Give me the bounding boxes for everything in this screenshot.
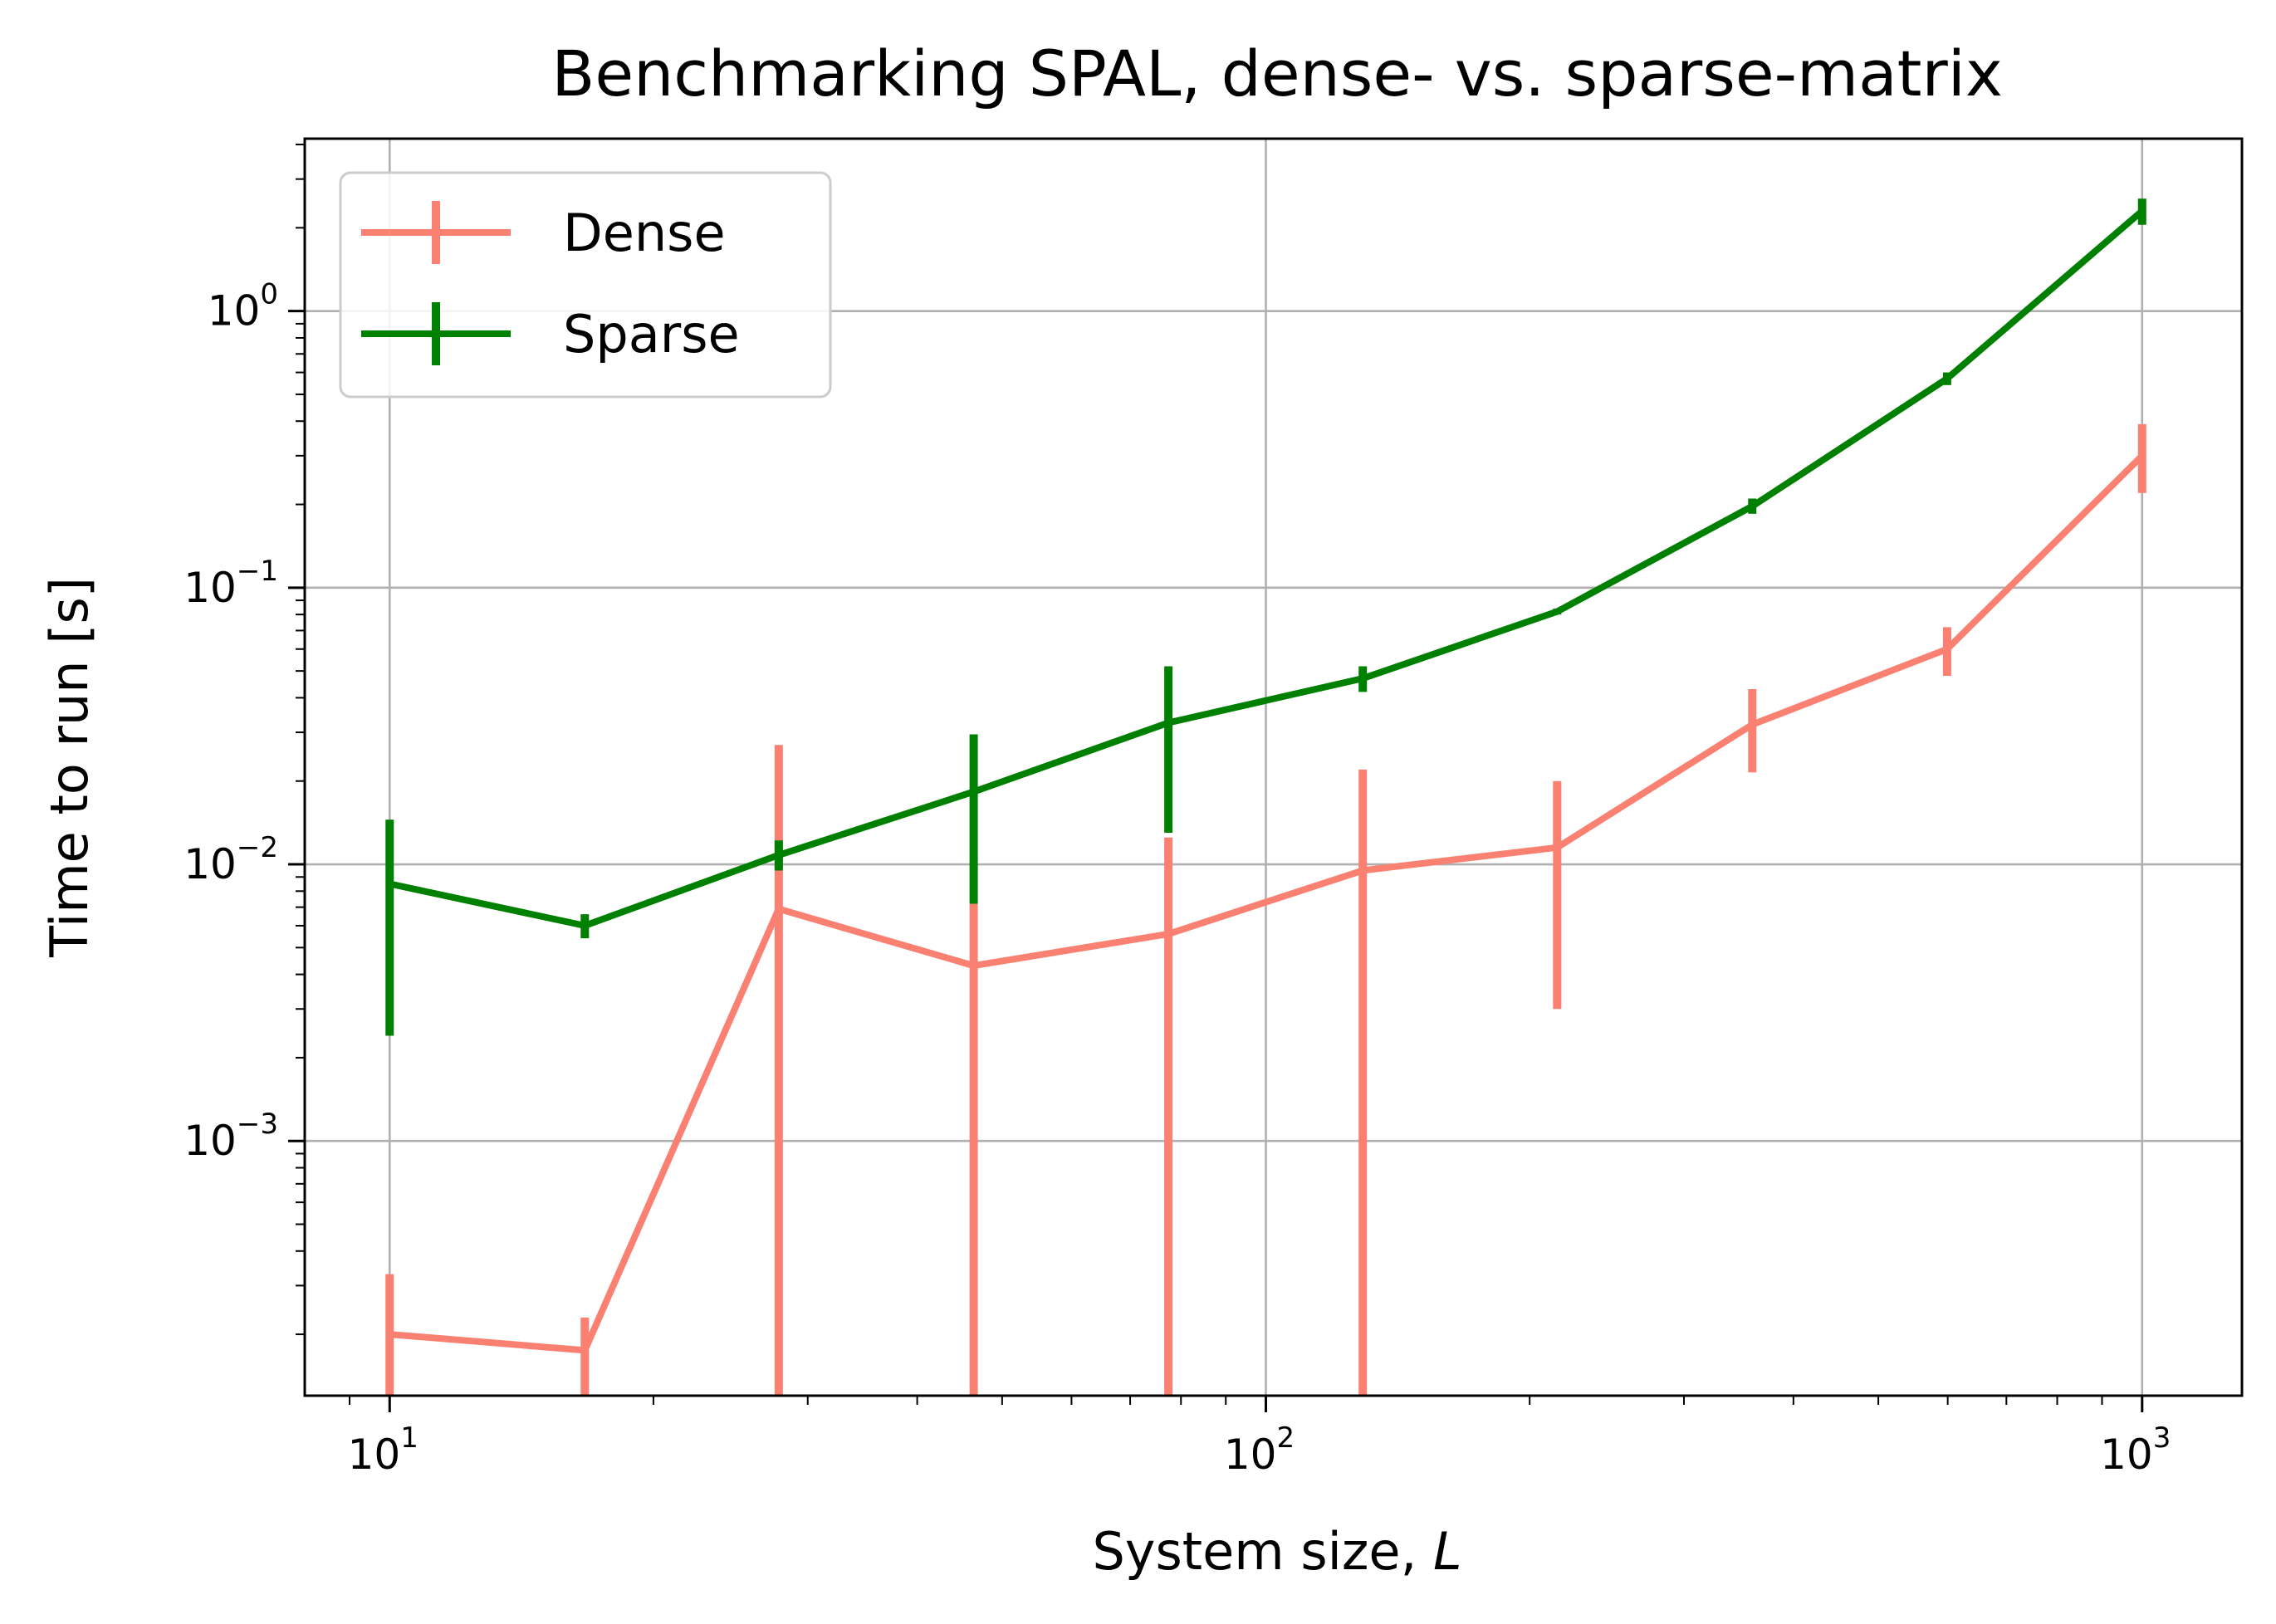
y-tick-label-base: 10 xyxy=(184,564,237,612)
legend-entry-sparse: Sparse xyxy=(361,302,740,365)
x-tick-label: 103 xyxy=(2100,1421,2171,1479)
x-tick-label-base: 10 xyxy=(2100,1431,2153,1479)
legend-label: Sparse xyxy=(563,304,740,364)
y-tick-label-exponent: −2 xyxy=(237,831,278,864)
series-sparse xyxy=(385,198,2146,1036)
x-tick-label-base: 10 xyxy=(348,1431,401,1479)
x-tick-label: 101 xyxy=(348,1421,418,1479)
series-layer xyxy=(385,198,2146,1396)
x-tick-label: 102 xyxy=(1224,1421,1295,1479)
y-tick-label: 10−3 xyxy=(184,1108,278,1165)
x-axis-label-variable: L xyxy=(1433,1521,1462,1582)
legend: Dense Sparse xyxy=(339,171,832,399)
series-line xyxy=(389,453,2145,1354)
legend-entry-dense: Dense xyxy=(361,201,726,264)
y-tick-label-exponent: −1 xyxy=(237,555,278,588)
x-axis-label: System size, L xyxy=(1092,1521,1461,1582)
y-tick-label-exponent: −3 xyxy=(237,1108,278,1141)
ticks xyxy=(288,144,2144,1412)
y-tick-label-base: 10 xyxy=(184,840,237,888)
x-tick-label-base: 10 xyxy=(1224,1431,1277,1479)
x-tick-label-exponent: 3 xyxy=(2153,1421,2171,1455)
x-axis-label-text: System size, xyxy=(1092,1521,1433,1582)
y-tick-label-base: 10 xyxy=(184,1117,237,1165)
legend-box xyxy=(339,171,832,399)
y-tick-label-base: 10 xyxy=(208,287,261,335)
y-tick-label: 10−2 xyxy=(184,831,278,888)
y-tick-label: 10−1 xyxy=(184,555,278,612)
series-line xyxy=(389,208,2145,929)
y-axis-label: Time to run [s] xyxy=(39,577,100,958)
x-tick-label-exponent: 2 xyxy=(1277,1421,1295,1455)
y-tick-label: 100 xyxy=(208,278,278,335)
chart-title: Benchmarking SPAL, dense- vs. sparse-mat… xyxy=(551,37,2003,110)
legend-label: Dense xyxy=(563,203,726,263)
y-tick-label-exponent: 0 xyxy=(260,278,278,311)
plot-frame xyxy=(303,137,2244,1397)
x-tick-label-exponent: 1 xyxy=(400,1421,418,1455)
